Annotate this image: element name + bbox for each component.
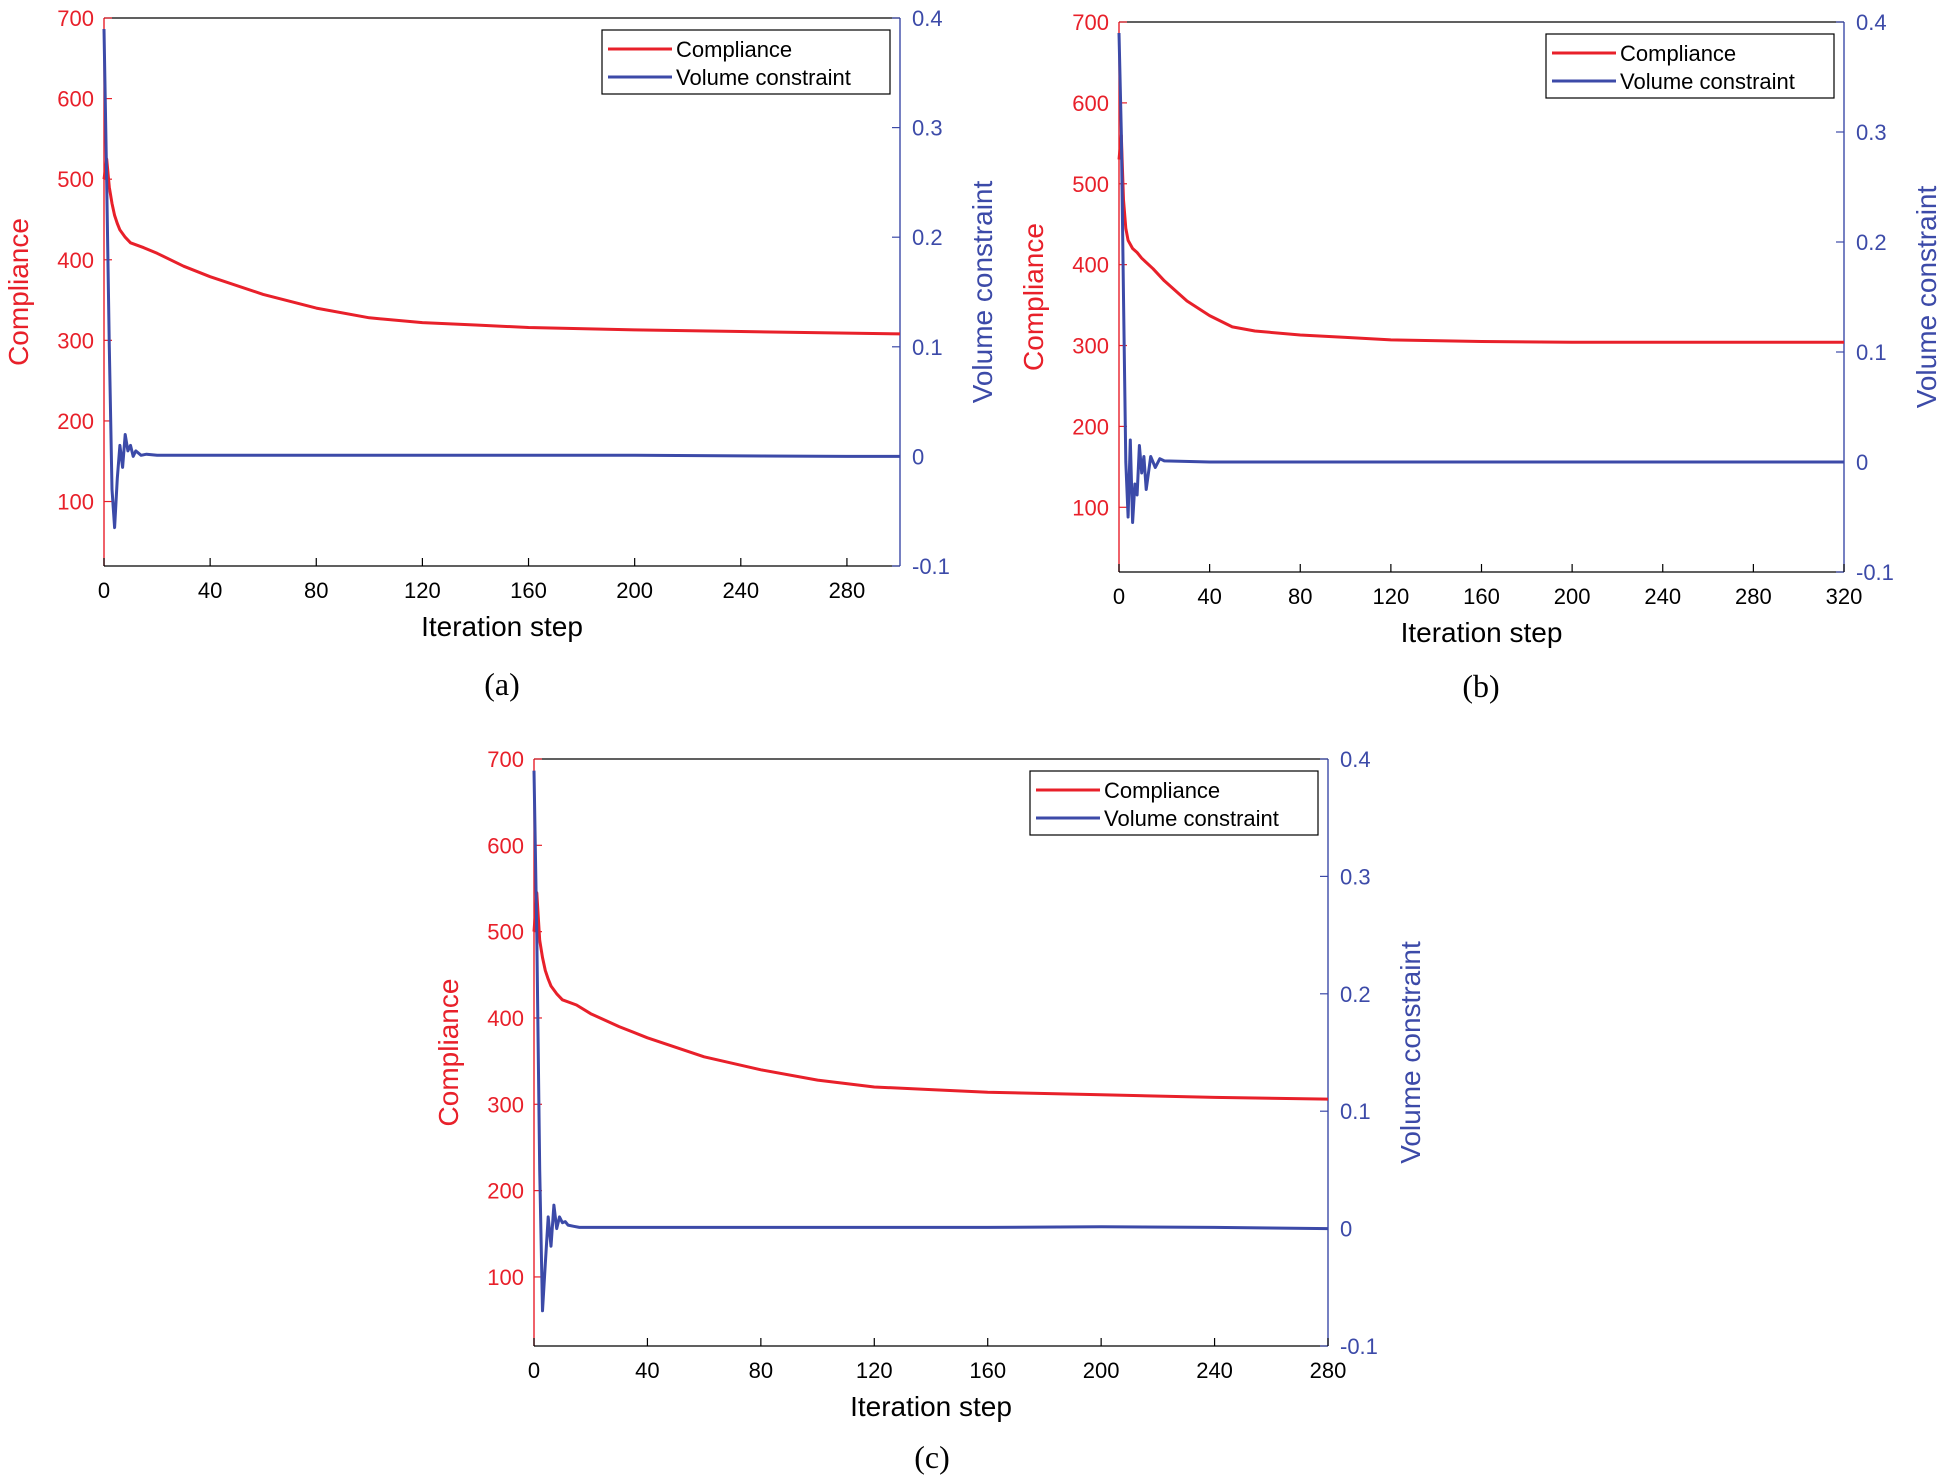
left-tick-label: 500 bbox=[57, 167, 94, 192]
right-axis-label: Volume constraint bbox=[967, 181, 998, 404]
right-tick-label: 0 bbox=[1340, 1217, 1352, 1242]
x-tick-label: 320 bbox=[1826, 584, 1863, 609]
right-tick-label: 0.3 bbox=[1856, 120, 1887, 145]
chart-panel-3: 100 200 300 400 500 600 700 -0.1 0 0.1 0.2 0.3 0.4 0 4… bbox=[433, 747, 1426, 1475]
legend-box bbox=[1029, 770, 1319, 836]
x-axis-label: Iteration step bbox=[850, 1391, 1012, 1422]
right-tick-label: -0.1 bbox=[1856, 560, 1894, 585]
x-tick-label: 280 bbox=[1735, 584, 1772, 609]
legend-volume-label: Volume constraint bbox=[676, 65, 851, 90]
left-tick-label: 300 bbox=[1072, 334, 1109, 359]
legend-compliance-label: Compliance bbox=[1620, 41, 1736, 66]
x-axis-label: Iteration step bbox=[1401, 617, 1563, 648]
left-tick-label: 100 bbox=[57, 490, 94, 515]
right-tick-label: -0.1 bbox=[912, 554, 950, 579]
left-tick-label: 100 bbox=[487, 1265, 524, 1290]
x-tick-label: 0 bbox=[98, 578, 110, 603]
compliance-series-line bbox=[1117, 133, 1844, 344]
right-tick-label: 0.3 bbox=[1340, 864, 1371, 889]
left-tick-label: 600 bbox=[57, 87, 94, 112]
right-tick-label: 0.4 bbox=[1340, 747, 1371, 772]
x-tick-label: 160 bbox=[1463, 584, 1500, 609]
compliance-series-line bbox=[102, 157, 901, 336]
left-tick-label: 200 bbox=[487, 1179, 524, 1204]
x-tick-label: 280 bbox=[829, 578, 866, 603]
left-tick-label: 700 bbox=[57, 6, 94, 31]
left-tick-label: 300 bbox=[487, 1092, 524, 1117]
right-tick-label: 0 bbox=[1856, 450, 1868, 475]
x-tick-label: 120 bbox=[404, 578, 441, 603]
panel-caption: (c) bbox=[914, 1439, 950, 1475]
left-tick-label: 100 bbox=[1072, 495, 1109, 520]
x-tick-label: 240 bbox=[722, 578, 759, 603]
left-axis-label: Compliance bbox=[433, 979, 464, 1127]
left-tick-label: 300 bbox=[57, 328, 94, 353]
x-tick-label: 80 bbox=[749, 1358, 773, 1383]
left-tick-label: 200 bbox=[57, 409, 94, 434]
x-axis-label: Iteration step bbox=[421, 611, 583, 642]
left-tick-label: 400 bbox=[57, 248, 94, 273]
x-tick-label: 80 bbox=[304, 578, 328, 603]
x-tick-label: 240 bbox=[1644, 584, 1681, 609]
right-tick-label: 0.3 bbox=[912, 116, 943, 141]
legend-compliance-label: Compliance bbox=[676, 37, 792, 62]
left-axis-label: Compliance bbox=[3, 218, 34, 366]
x-tick-label: 80 bbox=[1288, 584, 1312, 609]
volume-series-line bbox=[1117, 32, 1844, 524]
volume-series-line bbox=[102, 28, 900, 530]
right-tick-label: 0.2 bbox=[912, 225, 943, 250]
left-axis-label: Compliance bbox=[1018, 223, 1049, 371]
left-tick-label: 700 bbox=[1072, 10, 1109, 35]
x-tick-label: 120 bbox=[1373, 584, 1410, 609]
left-tick-label: 500 bbox=[1072, 172, 1109, 197]
x-tick-label: 120 bbox=[856, 1358, 893, 1383]
legend-box bbox=[1545, 33, 1835, 99]
left-tick-label: 400 bbox=[487, 1006, 524, 1031]
volume-series-line bbox=[532, 770, 1329, 1313]
panel-caption: (b) bbox=[1462, 668, 1499, 704]
x-tick-label: 40 bbox=[198, 578, 222, 603]
x-tick-label: 280 bbox=[1310, 1358, 1347, 1383]
right-tick-label: 0.2 bbox=[1856, 230, 1887, 255]
right-tick-label: 0.1 bbox=[1856, 340, 1887, 365]
x-tick-label: 200 bbox=[1083, 1358, 1120, 1383]
chart-panel-2: 100 200 300 400 500 600 700 -0.1 0 0.1 0.2 0.3 0.4 0 4… bbox=[1018, 10, 1938, 704]
right-tick-label: 0.1 bbox=[1340, 1099, 1371, 1124]
right-tick-label: 0.4 bbox=[1856, 10, 1887, 35]
compliance-series-line bbox=[532, 891, 1329, 1101]
left-tick-label: 600 bbox=[487, 833, 524, 858]
right-tick-label: 0.4 bbox=[912, 6, 943, 31]
x-tick-label: 160 bbox=[510, 578, 547, 603]
left-tick-label: 700 bbox=[487, 747, 524, 772]
legend: Compliance Volume constraint bbox=[1545, 33, 1835, 99]
legend-volume-label: Volume constraint bbox=[1620, 69, 1795, 94]
x-tick-label: 200 bbox=[616, 578, 653, 603]
right-tick-label: 0 bbox=[912, 444, 924, 469]
legend-compliance-label: Compliance bbox=[1104, 778, 1220, 803]
right-axis-label: Volume constraint bbox=[1911, 186, 1938, 409]
left-tick-label: 200 bbox=[1072, 414, 1109, 439]
left-tick-label: 500 bbox=[487, 920, 524, 945]
x-tick-label: 40 bbox=[635, 1358, 659, 1383]
right-tick-label: 0.1 bbox=[912, 335, 943, 360]
x-tick-label: 40 bbox=[1197, 584, 1221, 609]
right-axis-label: Volume constraint bbox=[1395, 941, 1426, 1164]
right-tick-label: -0.1 bbox=[1340, 1334, 1378, 1359]
legend: Compliance Volume constraint bbox=[601, 29, 891, 95]
x-tick-label: 200 bbox=[1554, 584, 1591, 609]
x-tick-label: 160 bbox=[969, 1358, 1006, 1383]
x-tick-label: 0 bbox=[528, 1358, 540, 1383]
legend: Compliance Volume constraint bbox=[1029, 770, 1319, 836]
legend-box bbox=[601, 29, 891, 95]
x-tick-label: 240 bbox=[1196, 1358, 1233, 1383]
left-tick-label: 400 bbox=[1072, 253, 1109, 278]
legend-volume-label: Volume constraint bbox=[1104, 806, 1279, 831]
left-tick-label: 600 bbox=[1072, 91, 1109, 116]
panel-caption: (a) bbox=[484, 666, 520, 702]
x-tick-label: 0 bbox=[1113, 584, 1125, 609]
right-tick-label: 0.2 bbox=[1340, 982, 1371, 1007]
chart-panel-1: 100 200 300 400 500 600 700 -0.1 0 0.1 0.2 0.3 0.4 0 4… bbox=[3, 6, 998, 702]
